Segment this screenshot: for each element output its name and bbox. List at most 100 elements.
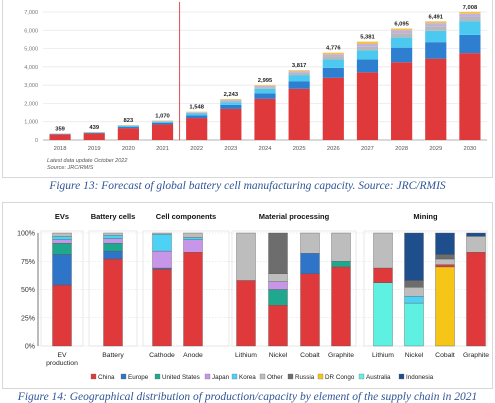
fig13-xtick-label: 2018 <box>54 146 67 152</box>
fig14-bar-segment <box>436 259 455 265</box>
fig14-bar-segment <box>332 233 351 261</box>
fig14-legend-swatch <box>155 374 160 379</box>
fig13-bar-segment <box>323 78 344 140</box>
fig13-bar-segment <box>289 81 310 88</box>
fig14-bar-segment <box>184 240 203 252</box>
fig14-xtick-label: Graphite <box>463 352 489 359</box>
fig14-bar-segment <box>436 265 455 267</box>
fig14-bar-segment <box>269 305 288 346</box>
fig14-ytick-label: 0% <box>25 344 35 351</box>
fig13-total-label: 5,381 <box>360 35 375 41</box>
fig14-group-title: Battery cells <box>91 212 136 221</box>
fig14-legend-swatch <box>359 374 364 379</box>
fig13-ytick-label: 1,000 <box>24 120 38 126</box>
fig13-total-label: 6,095 <box>394 22 409 28</box>
fig14-bar-segment <box>467 236 486 252</box>
fig13-xtick-label: 2028 <box>395 146 408 152</box>
fig14-legend-swatch <box>232 374 237 379</box>
fig13-bar-segment <box>425 21 446 23</box>
fig14-xtick-label: production <box>46 360 78 367</box>
fig14-xtick-label: EV <box>57 352 67 359</box>
fig14-legend-swatch <box>205 374 210 379</box>
fig13-bar-segment <box>220 102 241 105</box>
fig13-bar-segment <box>220 109 241 140</box>
fig13-ytick-label: 2,000 <box>24 101 38 107</box>
fig13-ytick-label: 6,000 <box>24 28 38 34</box>
fig14-bar-segment <box>104 243 123 251</box>
fig14-bar-segment <box>405 287 424 296</box>
fig13-total-label: 823 <box>124 118 134 124</box>
fig13-total-label: 2,995 <box>258 78 273 84</box>
fig13-xtick-label: 2022 <box>190 146 203 152</box>
fig14-bar-segment <box>104 235 123 238</box>
fig13-bar-segment <box>118 127 139 128</box>
fig14-xtick-label: Lithium <box>372 352 394 359</box>
fig13-xtick-label: 2019 <box>88 146 101 152</box>
fig13-bar-segment <box>323 60 344 68</box>
fig14-ytick-label: 100% <box>17 231 35 238</box>
figure13-note: Latest data update October 2022 Source: … <box>47 158 127 172</box>
fig13-bar-segment <box>357 72 378 140</box>
fig14-bar-segment <box>405 280 424 287</box>
fig14-legend-label: DR Congo <box>325 374 355 381</box>
fig14-group-title: Material processing <box>259 212 330 221</box>
fig13-bar-segment <box>186 115 207 118</box>
fig14-xtick-label: Lithium <box>235 352 257 359</box>
fig13-bar-segment <box>459 35 480 53</box>
fig13-xtick-label: 2023 <box>224 146 237 152</box>
fig13-bar-segment <box>152 121 173 122</box>
fig14-bar-segment <box>436 267 455 346</box>
fig13-ytick-label: 5,000 <box>24 47 38 53</box>
fig13-bar-segment <box>254 93 275 98</box>
fig13-bar-segment <box>220 100 241 101</box>
fig14-bar-segment <box>467 233 486 236</box>
fig14-xtick-label: Battery <box>102 352 124 359</box>
fig14-bar-segment <box>301 253 320 273</box>
fig13-bar-segment <box>459 53 480 140</box>
fig14-group-title: Cell components <box>156 212 216 221</box>
figure14-caption: Figure 14: Geographical distribution of … <box>0 391 495 403</box>
fig14-bar-segment <box>269 233 288 274</box>
fig13-bar-segment <box>254 89 275 94</box>
fig13-bar-segment <box>84 132 105 133</box>
fig14-legend-label: Russia <box>295 374 315 381</box>
fig13-ytick-label: 4,000 <box>24 65 38 71</box>
fig13-bar-segment <box>357 50 378 59</box>
fig14-bar-segment <box>53 240 72 243</box>
fig13-total-label: 439 <box>89 125 99 131</box>
fig14-xtick-label: Nickel <box>405 352 424 359</box>
fig13-bar-segment <box>254 99 275 140</box>
fig14-xtick-label: Anode <box>183 352 203 359</box>
fig13-bar-segment <box>289 70 310 71</box>
fig14-ytick-label: 25% <box>21 315 35 322</box>
fig13-bar-segment <box>425 59 446 140</box>
fig14-bar-segment <box>332 261 351 267</box>
fig14-legend-label: Korea <box>239 374 256 381</box>
fig14-bar-segment <box>184 238 203 240</box>
fig14-bar-segment <box>153 269 172 346</box>
fig13-ytick-label: 7,000 <box>24 10 38 16</box>
fig14-bar-segment <box>269 282 288 290</box>
fig13-ytick-label: 0 <box>35 138 38 144</box>
figure13-note-line1: Latest data update October 2022 <box>47 158 127 165</box>
fig13-bar-segment <box>391 38 412 48</box>
fig13-bar-segment <box>220 105 241 109</box>
fig13-bar-segment <box>289 89 310 140</box>
fig14-ytick-label: 75% <box>21 259 35 266</box>
fig13-bar-segment <box>391 30 412 33</box>
fig14-legend-swatch <box>121 374 126 379</box>
fig13-bar-segment <box>459 12 480 14</box>
fig13-bar-segment <box>152 122 173 123</box>
fig14-xtick-label: Graphite <box>328 352 354 359</box>
fig14-bar-segment <box>153 251 172 268</box>
fig14-xtick-label: Cobalt <box>300 352 320 359</box>
fig13-bar-segment <box>391 33 412 37</box>
fig14-xtick-label: Cathode <box>149 352 175 359</box>
fig14-bar-segment <box>374 283 393 346</box>
fig13-bar-segment <box>186 118 207 140</box>
fig14-bar-segment <box>374 233 393 268</box>
fig14-legend-swatch <box>91 374 96 379</box>
fig13-total-label: 1,548 <box>189 105 204 111</box>
fig14-legend-swatch <box>318 374 323 379</box>
